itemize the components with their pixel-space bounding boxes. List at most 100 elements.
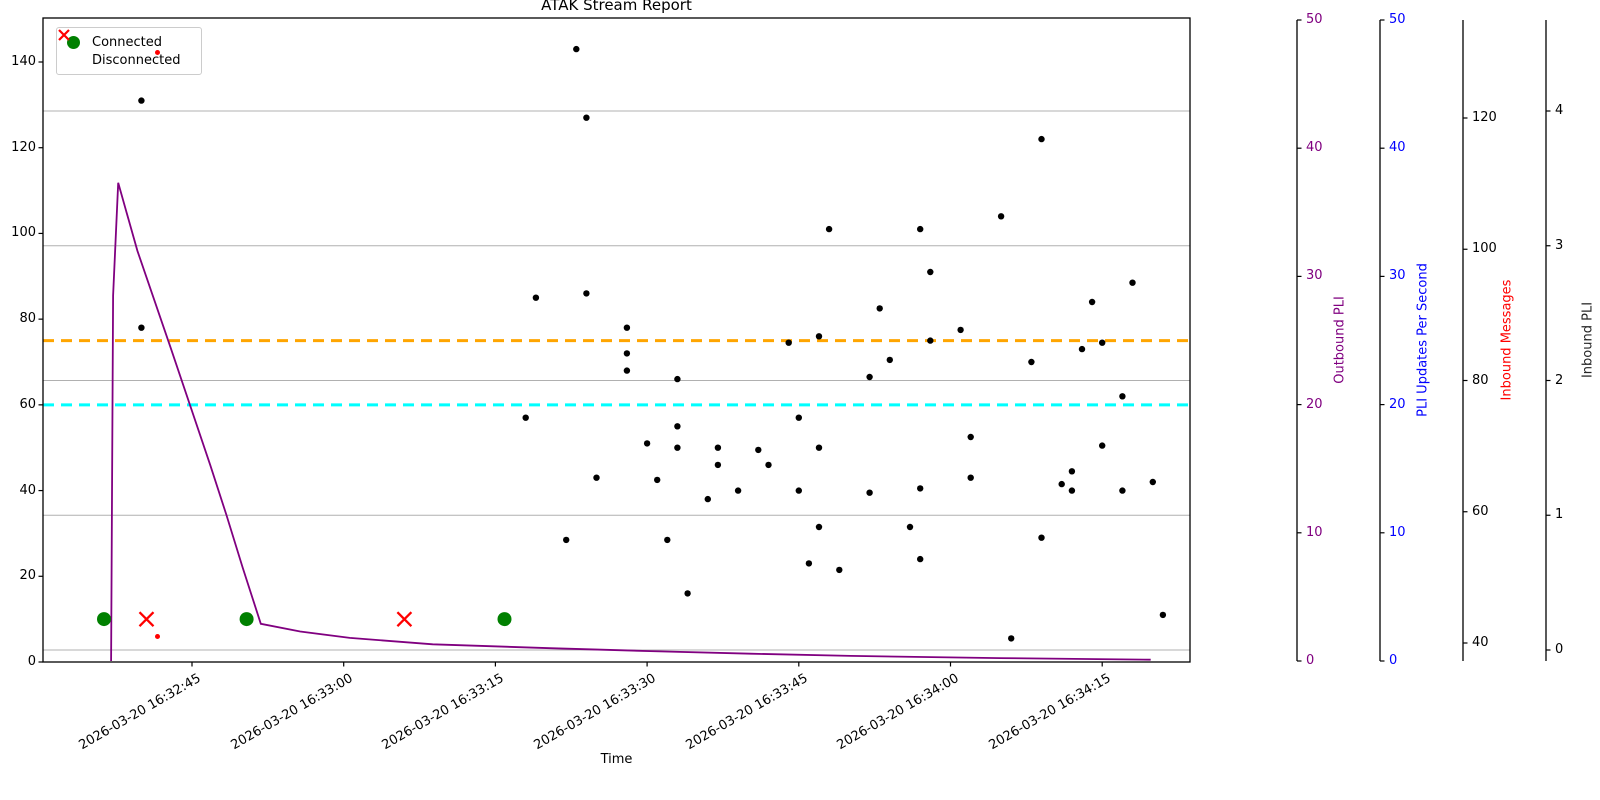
- legend-item-disconnected: Disconnected: [58, 29, 193, 68]
- scatter-point: [583, 114, 590, 121]
- disconnected-x-icon: [58, 29, 81, 68]
- scatter-point: [876, 305, 883, 312]
- scatter-point: [917, 555, 924, 563]
- outbound-pli-axis-label: Outbound PLI: [1332, 296, 1348, 384]
- inbound_pli-tick-label: 0: [1555, 642, 1564, 657]
- scatter-point: [674, 444, 681, 451]
- scatter-point: [997, 213, 1005, 220]
- inbound_pli-tick-label: 4: [1555, 103, 1564, 118]
- inbound_msgs-tick-label: 40: [1472, 635, 1489, 650]
- connected-marker: [239, 612, 254, 627]
- scatter-point: [623, 324, 631, 331]
- scatter-point: [1149, 478, 1157, 486]
- disconnected-marker: [138, 611, 155, 627]
- connected-events: [97, 612, 512, 627]
- scatter-point: [1068, 468, 1076, 475]
- inbound-message-point: [155, 633, 161, 640]
- scatter-point: [704, 495, 711, 503]
- scatter-point: [1119, 487, 1126, 494]
- scatter-point: [927, 337, 934, 344]
- scatter-point: [593, 474, 600, 481]
- scatter-point: [1038, 534, 1045, 541]
- outbound-tick-label: 20: [1306, 396, 1323, 412]
- scatter-point: [927, 268, 934, 276]
- scatter-point: [765, 461, 772, 469]
- y-tick-label: 60: [19, 396, 36, 412]
- connected-circle-icon: [65, 35, 81, 50]
- y-tick-label: 120: [11, 139, 36, 155]
- y-tick-label: 20: [19, 568, 36, 584]
- scatter-point: [906, 523, 914, 531]
- scatter-point: [573, 45, 580, 53]
- pli-updates-axis-label: PLI Updates Per Second: [1415, 263, 1431, 417]
- scatter-point: [674, 423, 681, 430]
- legend-item-connected: Connected: [65, 35, 193, 50]
- inbound_msgs-tick-label: 80: [1472, 372, 1489, 388]
- scatter-point: [805, 560, 813, 567]
- outbound-tick-label: 10: [1306, 524, 1323, 540]
- scatter-point: [138, 97, 145, 104]
- pli_updates-tick-label: 0: [1389, 653, 1398, 668]
- scatter-point: [1119, 393, 1126, 400]
- scatter-point: [917, 225, 924, 233]
- scatter-point: [1088, 298, 1096, 306]
- outbound-tick-label: 50: [1306, 12, 1323, 27]
- outbound-pli-line: [110, 182, 1151, 662]
- pli_updates-tick-label: 20: [1389, 396, 1406, 412]
- scatter-point: [967, 474, 974, 481]
- outbound-tick-label: 30: [1306, 268, 1323, 284]
- scatter-point: [1058, 480, 1065, 488]
- scatter-point: [1008, 635, 1015, 642]
- scatter-point: [1099, 442, 1106, 449]
- x-axis-label: Time: [600, 752, 633, 767]
- scatter-point: [866, 489, 873, 496]
- scatter-point: [866, 373, 873, 381]
- scatter-point: [623, 367, 631, 374]
- inbound_pli-tick-label: 2: [1555, 372, 1564, 388]
- inbound-scatter: [138, 45, 1167, 642]
- pli_updates-tick-label: 30: [1389, 268, 1406, 284]
- connected-marker: [97, 612, 111, 627]
- scatter-point: [1099, 339, 1106, 346]
- scatter-point: [825, 225, 833, 233]
- disconnected-events: [138, 611, 413, 627]
- scatter-point: [674, 375, 681, 383]
- y-tick-label: 80: [19, 311, 36, 327]
- inbound-pli-axis-label: Inbound PLI: [1580, 301, 1596, 379]
- scatter-point: [643, 440, 651, 447]
- inbound_msgs-tick-label: 120: [1472, 110, 1497, 125]
- chart-title: ATAK Stream Report: [541, 0, 692, 14]
- scatter-point: [532, 294, 540, 301]
- scatter-point: [714, 444, 722, 451]
- legend-label-connected: Connected: [92, 34, 163, 50]
- scatter-point: [522, 414, 529, 421]
- scatter-point: [967, 433, 974, 441]
- scatter-point: [563, 536, 570, 544]
- pli_updates-tick-label: 50: [1389, 12, 1406, 27]
- scatter-point: [714, 461, 722, 469]
- scatter-point: [684, 590, 691, 597]
- scatter-point: [623, 350, 631, 357]
- scatter-point: [1068, 487, 1076, 494]
- scatter-point: [138, 324, 145, 331]
- scatter-point: [583, 290, 590, 297]
- scatter-point: [886, 356, 893, 364]
- legend: Connected Disconnected: [56, 27, 202, 75]
- scatter-point: [957, 326, 964, 334]
- scatter-point: [815, 333, 823, 340]
- scatter-point: [795, 414, 802, 421]
- y-tick-label: 0: [27, 654, 36, 669]
- scatter-point: [917, 485, 924, 492]
- scatter-point: [795, 487, 802, 494]
- scatter-point: [1159, 611, 1167, 619]
- scatter-point: [664, 536, 671, 544]
- scatter-point: [1038, 135, 1045, 143]
- scatter-point: [836, 566, 843, 574]
- legend-label-disconnected: Disconnected: [92, 52, 181, 68]
- scatter-point: [815, 523, 823, 531]
- scatter-point: [1028, 358, 1035, 366]
- y-tick-label: 100: [11, 225, 36, 241]
- scatter-point: [815, 444, 823, 451]
- disconnected-marker: [396, 611, 413, 627]
- pli_updates-tick-label: 10: [1389, 524, 1406, 540]
